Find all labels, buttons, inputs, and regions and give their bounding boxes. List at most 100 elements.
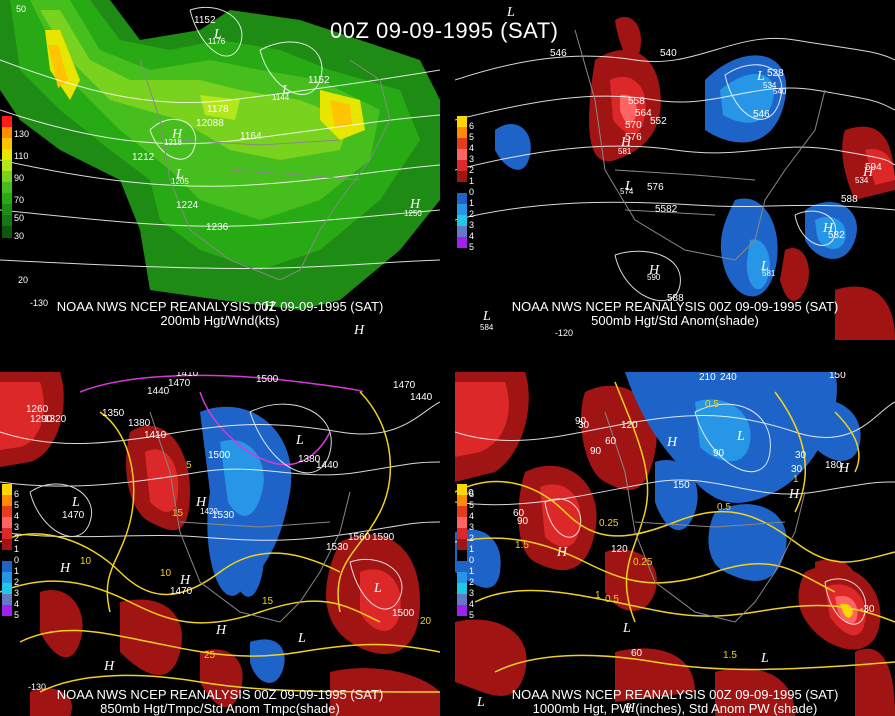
legend-swatch <box>457 539 467 550</box>
low-marker: L <box>295 433 304 448</box>
contour-label: 1590 <box>372 532 395 543</box>
legend-swatch <box>2 528 12 539</box>
contour-label: 1500 <box>256 374 279 385</box>
legend-swatch <box>2 572 12 583</box>
legend-swatch <box>2 517 12 528</box>
contour-labels: 210 240 150 60 90 120 90 30 60 90 150 0.… <box>457 372 875 661</box>
pw-label: 0.25 <box>633 557 653 568</box>
legend-swatch <box>457 561 467 572</box>
legend-label: 50 <box>14 213 25 223</box>
contour-label: 12088 <box>196 118 224 129</box>
legend-swatch <box>457 550 467 561</box>
temp-label: 15 <box>262 596 274 607</box>
contour-label: 120 <box>611 544 628 555</box>
contour-label: 1500 <box>392 608 415 619</box>
legend-label: 90 <box>14 173 25 183</box>
legend-swatch <box>2 506 12 517</box>
contour-labels: 546 540 528 534 540 558 564 552 570 576 … <box>480 48 882 338</box>
legend-label: 1 <box>469 566 475 576</box>
contour-label: 1176 <box>208 37 226 46</box>
legend-swatch <box>457 572 467 583</box>
lon-label: -120 <box>555 328 573 338</box>
lat-label: 20 <box>18 275 28 285</box>
contour-label: 90 <box>517 516 529 527</box>
map-200mb: 1152 1176 1152 1178 12088 1144 1164 1218… <box>0 0 440 338</box>
caption-source: NOAA NWS NCEP REANALYSIS 00Z 09-09-1995 … <box>511 299 839 314</box>
pw-label: 1.5 <box>515 540 529 551</box>
pressure-centers: H L H H H L L L H <box>476 429 850 716</box>
legend-1000mb: 6 5 4 3 2 1 0 1 2 3 4 5 <box>457 484 491 620</box>
contour-label: 1320 <box>44 414 67 425</box>
contour-label: 1178 <box>207 104 229 115</box>
temp-label: 15 <box>172 508 184 519</box>
legend-label: 6 <box>14 489 20 499</box>
legend-swatch <box>457 605 467 616</box>
high-marker: H <box>103 659 115 674</box>
height-contours <box>455 37 895 302</box>
contour-label: 240 <box>720 372 737 383</box>
contour-label: 1470 <box>62 510 85 521</box>
legend-label: 4 <box>469 511 475 521</box>
lat-label: 50 <box>16 4 26 14</box>
legend-swatch <box>2 138 12 149</box>
legend-swatch <box>2 550 12 561</box>
contour-label: 1260 <box>26 404 49 415</box>
high-marker: H <box>624 701 636 716</box>
legend-label: 70 <box>14 195 25 205</box>
legend-label: 4 <box>469 599 475 609</box>
legend-swatch <box>457 127 467 138</box>
legend-label: 3 <box>469 154 475 164</box>
height-contours <box>0 401 440 610</box>
caption-variable: 1000mb Hgt, PW (inches), Std Anom PW (sh… <box>532 701 818 716</box>
legend-label: 5 <box>469 610 475 620</box>
pressure-centers: L L H L H H H <box>171 27 421 338</box>
contour-label: -30 <box>860 604 875 615</box>
contour-label: 534 <box>763 81 777 90</box>
contour-labels: 1410 1470 1500 1440 1470 1350 1380 1410 … <box>26 372 433 692</box>
legend-swatch <box>457 237 467 248</box>
low-marker: L <box>297 631 306 646</box>
coastlines <box>574 29 826 261</box>
anomaly-shading <box>0 372 440 716</box>
contour-label: 1224 <box>176 200 199 211</box>
legend-swatch <box>2 127 12 138</box>
legend-label: 4 <box>14 599 20 609</box>
legend-swatch <box>457 528 467 539</box>
contour-label: 90 <box>575 416 587 427</box>
contour-label: 1380 <box>298 454 321 465</box>
caption-variable: 500mb Hgt/Std Anom(shade) <box>591 313 759 328</box>
high-marker: H <box>215 623 227 638</box>
high-marker: H <box>263 299 275 314</box>
legend-swatch <box>2 539 12 550</box>
contour-label: 1152 <box>194 15 216 26</box>
contour-label: 120 <box>621 420 638 431</box>
legend-swatch <box>2 160 12 171</box>
legend-swatch <box>457 583 467 594</box>
legend-swatch <box>2 193 12 204</box>
legend-swatch <box>2 561 12 572</box>
contour-label: 1410 <box>144 430 167 441</box>
pw-label: 0.5 <box>705 399 719 410</box>
high-marker: H <box>59 561 71 576</box>
map-500mb: 546 540 528 534 540 558 564 552 570 576 … <box>455 5 895 340</box>
contour-label: 546 <box>550 48 567 59</box>
contour-label: 582 <box>828 230 845 241</box>
low-marker: L <box>213 27 222 42</box>
legend-swatch <box>2 204 12 215</box>
contour-label: 1470 <box>168 378 191 389</box>
contour-labels: 1152 1176 1152 1178 12088 1144 1164 1218… <box>16 4 422 308</box>
contour-label: 1144 <box>272 93 290 102</box>
legend-swatch <box>2 149 12 160</box>
temp-label: 10 <box>160 568 172 579</box>
low-marker: L <box>736 429 745 444</box>
legend-label: 3 <box>14 522 20 532</box>
coastlines <box>149 411 351 623</box>
legend-label: 1 <box>469 198 475 208</box>
contour-label: 534 <box>855 176 869 185</box>
pressure-centers: L L H H L H H L L <box>482 5 874 324</box>
pw-contours <box>455 381 895 673</box>
legend-500mb: 6 5 4 3 2 1 0 1 2 3 4 5 <box>457 116 491 252</box>
contour-label: 210 <box>699 372 716 383</box>
low-marker: L <box>175 167 184 182</box>
panel-500mb: 546 540 528 534 540 558 564 552 570 576 … <box>455 0 895 340</box>
